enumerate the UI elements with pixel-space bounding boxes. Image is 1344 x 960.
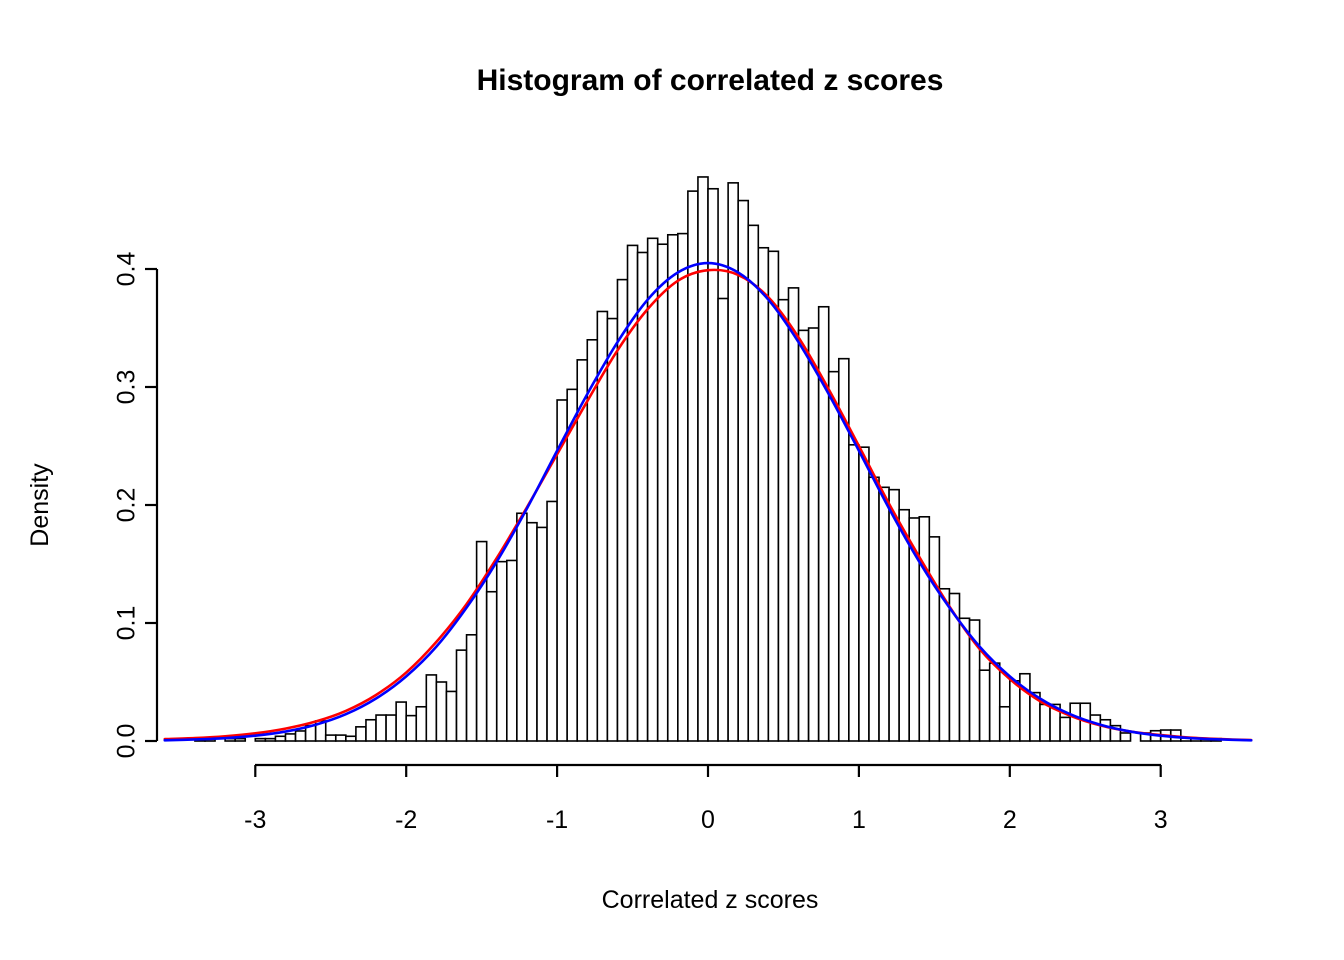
x-tick-label: -1 xyxy=(546,806,568,834)
histogram-bar xyxy=(435,681,448,742)
y-tick-label: 0.2 xyxy=(113,488,141,523)
histogram-bar xyxy=(455,649,468,742)
histogram-bar xyxy=(375,714,387,742)
histogram-bar xyxy=(1099,718,1112,742)
y-axis-tick-labels: 0.0 0.1 0.2 0.3 0.4 xyxy=(113,252,141,759)
histogram-bar xyxy=(757,246,770,742)
histogram-bar xyxy=(707,187,719,742)
histogram-bar xyxy=(485,590,498,742)
x-tick-label: 2 xyxy=(1003,806,1017,834)
histogram-bar xyxy=(234,737,247,742)
histogram-bar xyxy=(546,500,558,742)
histogram-bar xyxy=(294,730,307,742)
y-axis: 0.0 0.1 0.2 0.3 0.4 Density xyxy=(26,252,159,759)
histogram-bar xyxy=(787,287,800,742)
histogram-bar xyxy=(526,521,538,742)
x-axis-tick-labels: -3 -2 -1 0 1 2 3 xyxy=(244,806,1167,834)
histogram-bar xyxy=(656,243,669,742)
histogram-bar xyxy=(254,737,267,742)
histogram-bar xyxy=(516,512,528,742)
histogram-bar xyxy=(1059,716,1071,742)
histogram-bar xyxy=(938,587,951,742)
histogram-bar xyxy=(918,515,931,742)
histogram-bar xyxy=(475,540,488,742)
histogram-bar xyxy=(807,327,820,742)
x-tick-label: 1 xyxy=(852,806,866,834)
histogram-bar xyxy=(1019,672,1031,742)
histogram-bar xyxy=(425,674,438,742)
histogram-bar xyxy=(988,662,1001,742)
plot-title: Histogram of correlated z scores xyxy=(477,64,944,97)
histogram-bar xyxy=(505,559,518,742)
histogram-bar xyxy=(677,232,689,742)
y-tick-label: 0.3 xyxy=(113,370,141,405)
x-tick-label: -2 xyxy=(395,806,417,834)
histogram-bar xyxy=(888,488,900,742)
histogram-bar xyxy=(928,536,941,742)
histogram-bar xyxy=(365,718,377,742)
y-axis-ticks xyxy=(145,267,157,743)
histogram-bar xyxy=(385,714,397,742)
histogram-bar xyxy=(697,176,709,742)
histogram-bar xyxy=(767,250,780,742)
histogram-bar xyxy=(355,726,367,742)
histogram-bar xyxy=(848,444,860,742)
x-tick-label: 0 xyxy=(701,806,715,834)
y-tick-label: 0.0 xyxy=(113,724,141,759)
histogram-bar xyxy=(284,733,297,742)
histogram-bar xyxy=(1039,703,1051,742)
histogram-bar xyxy=(646,237,659,742)
histogram-bars xyxy=(194,176,1222,742)
histogram-bar xyxy=(445,690,458,742)
histogram-bar xyxy=(536,526,548,742)
normal-density-curve xyxy=(163,261,1253,742)
histogram-bar xyxy=(405,714,418,742)
x-tick-label: 3 xyxy=(1154,806,1168,834)
histogram-bar xyxy=(636,251,649,742)
histogram-bar xyxy=(334,734,347,742)
x-tick-label: -3 xyxy=(244,806,266,834)
histogram-bar xyxy=(727,182,739,742)
y-axis-label: Density xyxy=(26,463,54,547)
histogram-bar xyxy=(395,701,408,742)
histogram-bar xyxy=(737,199,750,742)
histogram-bar xyxy=(777,298,790,742)
histogram-bar xyxy=(878,486,890,742)
histogram-bar xyxy=(858,446,870,742)
histogram-bar xyxy=(495,560,508,742)
histogram-bar xyxy=(465,633,478,742)
histogram-bar xyxy=(666,233,679,742)
histogram-bar xyxy=(324,734,337,742)
y-tick-label: 0.1 xyxy=(113,606,141,641)
histogram-bar xyxy=(827,370,840,742)
histogram-bar xyxy=(1089,714,1102,742)
histogram-bar xyxy=(606,317,619,742)
histogram-bar xyxy=(1069,702,1082,742)
histogram-bar xyxy=(868,476,880,742)
histogram-bar xyxy=(1008,680,1021,742)
kernel-density-curve xyxy=(163,268,1253,742)
histogram-bar xyxy=(566,388,579,742)
histogram-bar xyxy=(415,705,428,742)
x-axis-ticks xyxy=(254,765,1162,777)
histogram-bar xyxy=(998,705,1011,742)
x-axis-label: Correlated z scores xyxy=(602,886,819,914)
histogram-bar xyxy=(978,669,991,742)
x-axis: -3 -2 -1 0 1 2 3 Correlated z scores xyxy=(244,763,1168,914)
histogram-bar xyxy=(264,737,277,742)
histogram-bar xyxy=(747,224,760,742)
histogram-bar xyxy=(958,617,971,742)
histogram-bar xyxy=(1119,732,1132,742)
histogram-bar xyxy=(797,329,810,742)
y-tick-label: 0.4 xyxy=(113,252,141,287)
histogram-bar xyxy=(345,735,357,742)
density-curves xyxy=(163,261,1253,742)
histogram-bar xyxy=(274,735,287,742)
histogram-bar xyxy=(717,297,729,742)
